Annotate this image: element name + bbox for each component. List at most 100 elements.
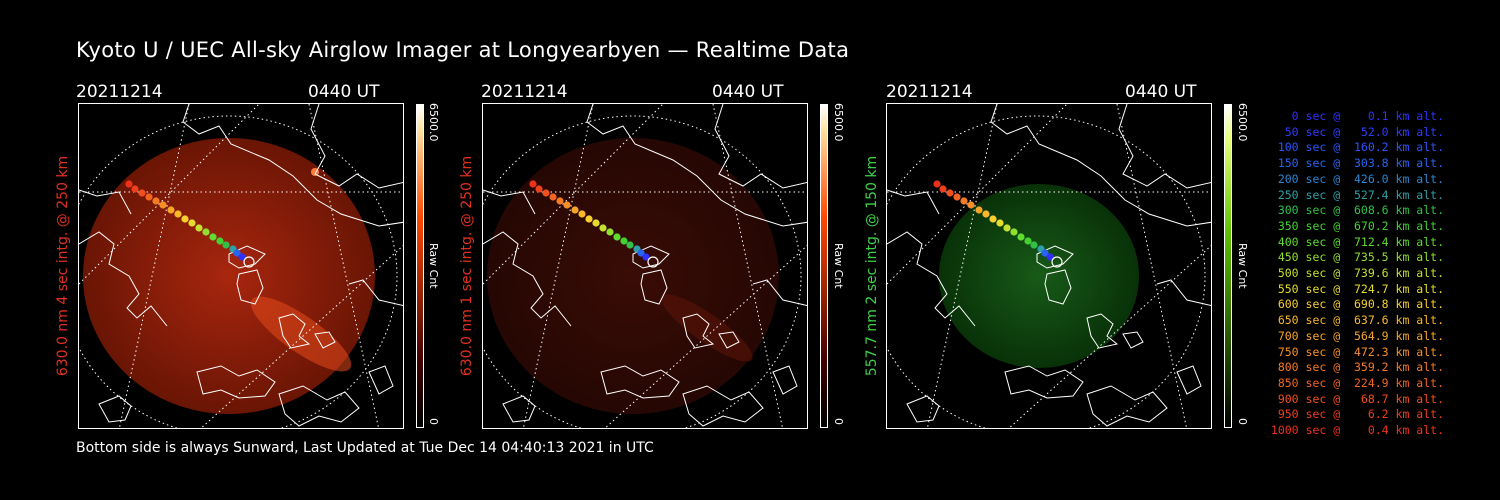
panel-2-colorbar-max: 6500.0 <box>832 103 845 142</box>
trajectory-point <box>953 193 961 201</box>
legend-row: 900 sec @ 68.7 km alt. <box>1277 391 1444 406</box>
legend-row: 500 sec @ 739.6 km alt. <box>1277 266 1444 281</box>
trajectory-point <box>1041 249 1049 257</box>
trajectory-point <box>975 206 983 214</box>
trajectory-point <box>982 210 990 218</box>
trajectory-point <box>152 197 160 205</box>
trajectory-point <box>202 228 210 236</box>
page-title: Kyoto U / UEC All-sky Airglow Imager at … <box>76 38 850 62</box>
airglow-image <box>487 138 779 414</box>
legend-row: 200 sec @ 426.0 km alt. <box>1277 171 1444 186</box>
airglow-image <box>939 184 1139 368</box>
legend-row: 250 sec @ 527.4 km alt. <box>1277 187 1444 202</box>
footer-note: Bottom side is always Sunward, Last Upda… <box>76 440 654 456</box>
trajectory-point <box>542 189 550 197</box>
panel-2-colorbar-min: 0 <box>832 418 845 425</box>
legend-row: 750 sec @ 472.3 km alt. <box>1277 344 1444 359</box>
legend-row: 400 sec @ 712.4 km alt. <box>1277 234 1444 249</box>
trajectory-point <box>933 180 941 188</box>
panel-2-colorbar-unit: Raw Cnt <box>832 243 845 289</box>
panel-3-date: 20211214 <box>886 82 973 102</box>
panel-3-ylabel: 557.7 nm 2 sec intg. @ 150 km <box>864 155 880 377</box>
trajectory-point <box>967 201 975 209</box>
panel-1-colorbar <box>416 104 424 428</box>
panel-1-colorbar-max: 6500.0 <box>427 103 440 142</box>
trajectory-point <box>216 237 224 245</box>
legend-row: 600 sec @ 690.8 km alt. <box>1277 297 1444 312</box>
trajectory-point <box>535 185 543 193</box>
trajectory-point <box>1030 241 1038 249</box>
trajectory-point <box>960 197 968 205</box>
legend-row: 100 sec @ 160.2 km alt. <box>1277 140 1444 155</box>
panel-3-colorbar <box>1224 104 1232 428</box>
trajectory-point <box>571 206 579 214</box>
legend-row: 0 sec @ 0.1 km alt. <box>1291 109 1444 123</box>
trajectory-point <box>138 189 146 197</box>
legend-row: 300 sec @ 608.6 km alt. <box>1277 203 1444 218</box>
trajectory-point <box>585 215 593 223</box>
legend-row: 1000 sec @ 0.4 km alt. <box>1270 423 1444 438</box>
legend-row: 950 sec @ 6.2 km alt. <box>1277 407 1444 422</box>
trajectory-point <box>159 201 167 209</box>
trajectory-point <box>599 224 607 232</box>
trajectory-point <box>145 193 153 201</box>
trajectory-point <box>174 210 182 218</box>
trajectory-point <box>592 219 600 227</box>
trajectory-point <box>125 180 133 188</box>
legend-row: 650 sec @ 637.6 km alt. <box>1277 313 1444 328</box>
legend-row: 50 sec @ 52.0 km alt. <box>1284 124 1444 139</box>
trajectory-point <box>1024 237 1032 245</box>
panel-2-image <box>482 103 808 429</box>
trajectory-point <box>195 224 203 232</box>
trajectory-point <box>209 233 217 241</box>
trajectory-point <box>556 197 564 205</box>
panel-3-image <box>886 103 1212 429</box>
panel-2-ylabel: 630.0 nm 1 sec intg. @ 250 km <box>459 155 475 377</box>
trajectory-point <box>637 249 645 257</box>
panel-3-colorbar-unit: Raw Cnt <box>1236 243 1249 289</box>
trajectory-point <box>1010 228 1018 236</box>
legend-row: 800 sec @ 359.2 km alt. <box>1277 360 1444 375</box>
trajectory-point <box>642 253 650 261</box>
trajectory-point <box>233 249 241 257</box>
trajectory-point <box>238 253 246 261</box>
panel-2-date: 20211214 <box>481 82 568 102</box>
trajectory-point <box>613 233 621 241</box>
legend-row: 550 sec @ 724.7 km alt. <box>1277 281 1444 296</box>
trajectory-point <box>620 237 628 245</box>
trajectory-point <box>549 193 557 201</box>
trajectory-point <box>1046 253 1054 261</box>
trajectory-point <box>529 180 537 188</box>
panel-1-ylabel: 630.0 nm 4 sec intg. @ 250 km <box>55 155 71 377</box>
panel-1-colorbar-min: 0 <box>427 418 440 425</box>
legend-row: 350 sec @ 670.2 km alt. <box>1277 218 1444 233</box>
panel-1-time: 0440 UT <box>308 82 380 102</box>
legend-row: 850 sec @ 224.9 km alt. <box>1277 375 1444 390</box>
legend-row: 150 sec @ 303.8 km alt. <box>1277 156 1444 171</box>
trajectory-point <box>578 210 586 218</box>
trajectory-point <box>626 241 634 249</box>
trajectory-point <box>1003 224 1011 232</box>
trajectory-point <box>939 185 947 193</box>
panel-1-image <box>78 103 404 429</box>
trajectory-point <box>222 241 230 249</box>
altitude-legend: 0 sec @ 0.1 km alt. 50 sec @ 52.0 km alt.… <box>1268 109 1444 439</box>
legend-row: 700 sec @ 564.9 km alt. <box>1277 328 1444 343</box>
panel-3-time: 0440 UT <box>1125 82 1197 102</box>
legend-row: 450 sec @ 735.5 km alt. <box>1277 250 1444 265</box>
panel-3-colorbar-min: 0 <box>1236 418 1249 425</box>
trajectory-point <box>167 206 175 214</box>
panel-1-date: 20211214 <box>76 82 163 102</box>
trajectory-point <box>131 185 139 193</box>
panel-3-colorbar-max: 6500.0 <box>1236 103 1249 142</box>
airglow-image <box>83 138 375 414</box>
trajectory-point <box>563 201 571 209</box>
trajectory-point <box>188 219 196 227</box>
trajectory-point <box>181 215 189 223</box>
panel-2-time: 0440 UT <box>712 82 784 102</box>
panel-2-colorbar <box>820 104 828 428</box>
trajectory-point <box>996 219 1004 227</box>
trajectory-point <box>606 228 614 236</box>
panel-1-colorbar-unit: Raw Cnt <box>427 243 440 289</box>
trajectory-point <box>946 189 954 197</box>
